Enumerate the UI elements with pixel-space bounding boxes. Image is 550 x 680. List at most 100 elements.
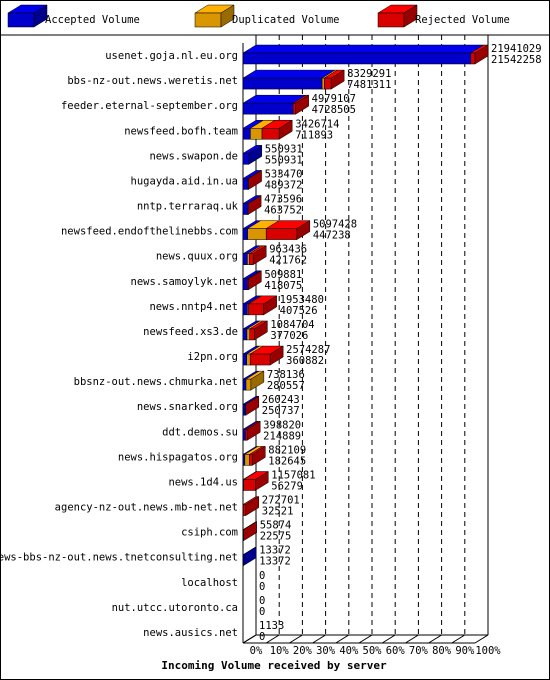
bar-side xyxy=(243,521,257,542)
category-label: csiph.com xyxy=(181,527,238,539)
category-label: hugayda.aid.in.ua xyxy=(131,175,238,187)
category-label: agency-nz-out.news.mb-net.net xyxy=(55,502,238,514)
bar-front xyxy=(321,77,325,90)
bar-front xyxy=(324,77,332,90)
bar-side xyxy=(247,195,262,215)
accepted-label: 4728505 xyxy=(312,104,356,116)
bar-segment xyxy=(248,245,268,266)
bar-front xyxy=(242,454,246,466)
bar-side xyxy=(33,4,48,28)
bar-front xyxy=(249,353,271,366)
x-tick-label: 30% xyxy=(316,645,336,657)
accepted-label: 447238 xyxy=(313,230,351,242)
tick-depth xyxy=(242,634,257,644)
bar-segment xyxy=(242,546,258,567)
bar-side xyxy=(296,220,311,241)
total-label: 260243 xyxy=(262,394,300,406)
legend-label: Duplicated Volume xyxy=(232,14,339,26)
bar-front xyxy=(246,353,251,366)
category-label: newsfeed.endofthelinebbs.com xyxy=(61,226,238,238)
accepted-label: 182645 xyxy=(268,455,306,467)
accepted-label: 21542258 xyxy=(491,54,542,66)
accepted-label: 214889 xyxy=(263,430,301,442)
category-label: bbsnz-out.news.chmurka.net xyxy=(74,376,238,388)
total-label: 398820 xyxy=(263,419,301,431)
bar-front xyxy=(243,479,256,491)
bar-segment xyxy=(242,94,307,115)
bar-side xyxy=(330,69,345,90)
legend-label: Accepted Volume xyxy=(45,14,140,26)
accepted-label: 463752 xyxy=(264,205,302,217)
total-label: 3426714 xyxy=(295,118,339,130)
accepted-label: 0 xyxy=(259,631,265,643)
category-label: news.samoylyk.net xyxy=(131,276,238,288)
accepted-label: 13372 xyxy=(259,556,291,568)
bar-segment xyxy=(245,370,265,391)
category-label: news.nntp4.net xyxy=(149,301,238,313)
x-tick-label: 80% xyxy=(432,645,452,657)
bar-front xyxy=(248,303,264,316)
bar-segment xyxy=(469,44,489,65)
bar-front xyxy=(242,153,250,165)
total-label: 13372 xyxy=(259,545,291,557)
bar-front xyxy=(7,12,35,28)
bar-segment xyxy=(242,471,270,491)
accepted-label: 250737 xyxy=(262,405,300,417)
bar-front xyxy=(242,203,249,215)
x-tick-label: 90% xyxy=(455,645,475,657)
total-label: 738136 xyxy=(267,369,305,381)
accepted-label: 32521 xyxy=(262,506,294,518)
tick-depth xyxy=(265,634,280,644)
total-label: 0 xyxy=(259,595,265,607)
x-tick-label: 60% xyxy=(386,645,406,657)
bar-side xyxy=(220,4,235,28)
accepted-label: 418075 xyxy=(264,280,302,292)
category-label: bbs-nz-out.news.weretis.net xyxy=(67,75,238,87)
bar-segment xyxy=(247,295,278,316)
category-label: usenet.goja.nl.eu.org xyxy=(105,50,238,62)
bar-segment xyxy=(247,169,263,190)
legend-label: Rejected Volume xyxy=(415,14,510,26)
x-tick-label: 50% xyxy=(363,645,383,657)
total-label: 272701 xyxy=(262,495,300,507)
bar-side xyxy=(263,295,277,316)
accepted-label: 489372 xyxy=(265,179,303,191)
tick-depth xyxy=(335,634,350,644)
bar-front xyxy=(242,228,248,240)
bar-front xyxy=(377,12,405,28)
bar-segment xyxy=(244,420,262,441)
accepted-label: 711893 xyxy=(295,129,333,141)
total-label: 21941029 xyxy=(491,43,542,55)
bar-front xyxy=(242,253,248,265)
bar-segment xyxy=(249,345,285,366)
bar-side xyxy=(278,119,293,140)
total-label: 473596 xyxy=(264,194,302,206)
bar-front xyxy=(246,328,250,341)
accepted-label: 280557 xyxy=(267,380,305,392)
total-label: 963436 xyxy=(269,244,307,256)
bar-front xyxy=(249,454,253,466)
tick-depth xyxy=(381,634,396,644)
total-label: 1084704 xyxy=(270,319,314,331)
bar-front xyxy=(242,52,472,65)
bar-front xyxy=(242,128,251,140)
bar-side xyxy=(254,320,268,341)
bar-front xyxy=(242,328,248,341)
category-label: news.1d4.us xyxy=(168,476,238,488)
bar-side xyxy=(248,144,263,165)
bar-front xyxy=(245,429,248,441)
tick-depth xyxy=(405,634,419,644)
bar-front xyxy=(261,128,280,140)
tick-depth xyxy=(474,634,489,644)
bar-top xyxy=(242,69,336,79)
x-tick-label: 100% xyxy=(475,645,501,657)
category-label: feeder.eternal-september.org xyxy=(61,100,238,112)
total-label: 5097428 xyxy=(313,219,357,231)
bar-segment xyxy=(261,119,294,140)
category-label: ddt.demos.su xyxy=(162,426,238,438)
bar-side xyxy=(252,245,267,266)
bar-front xyxy=(249,253,254,265)
accepted-label: 360882 xyxy=(286,355,324,367)
bar-front xyxy=(242,353,247,366)
